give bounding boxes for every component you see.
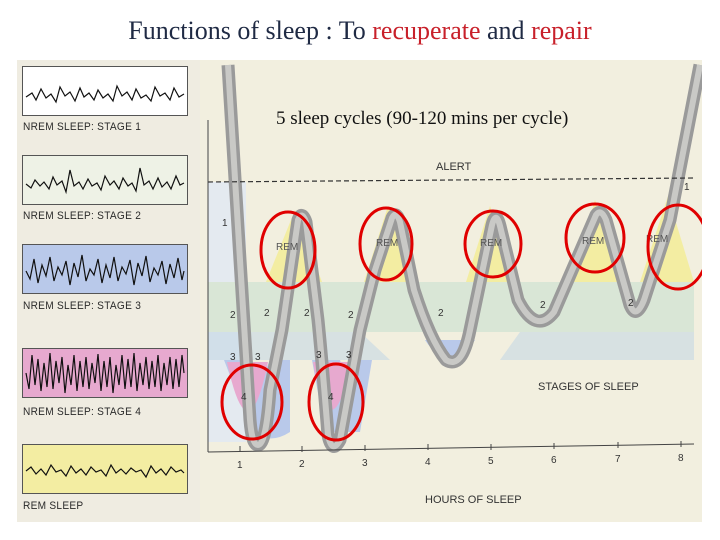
stages-of-sleep-label: STAGES OF SLEEP: [538, 381, 639, 393]
sleep-diagram-image: NREM SLEEP: STAGE 1 NREM SLEEP: STAGE 2 …: [17, 60, 702, 522]
rem-circle-2: [358, 206, 414, 282]
title-part-1: Functions of sleep : To: [128, 16, 373, 45]
rem-circle-3: [463, 209, 523, 279]
title-repair: repair: [531, 16, 592, 45]
rem-circle-4: [564, 202, 626, 274]
alert-line: [207, 177, 695, 183]
stage-num: 3: [230, 352, 236, 363]
eeg-wave-stage-3: [22, 244, 188, 294]
rem-circle-1: [259, 210, 317, 290]
rem-label-2: REM: [376, 238, 398, 249]
stage-num: 2: [230, 310, 236, 321]
rem-label-4: REM: [582, 236, 604, 247]
eeg-wave-rem: [22, 444, 188, 494]
stage-num: 2: [264, 308, 270, 319]
stage-num: 1: [222, 218, 228, 229]
stage-4-circle-2: [307, 362, 365, 442]
hour-tick-2: 2: [299, 459, 305, 470]
stage-num: 3: [316, 350, 322, 361]
hour-tick-5: 5: [488, 456, 494, 467]
eeg-label-rem: REM SLEEP: [23, 500, 84, 512]
rem-label-3: REM: [480, 238, 502, 249]
rem-label-1: REM: [276, 242, 298, 253]
hour-tick-6: 6: [551, 455, 557, 466]
hour-tick-7: 7: [615, 454, 621, 465]
stage-num: 2: [304, 308, 310, 319]
hour-tick-4: 4: [425, 457, 431, 468]
hour-tick-8: 8: [678, 453, 684, 464]
stage-num: 2: [348, 310, 354, 321]
eeg-wave-stage-4: [22, 348, 188, 398]
stage-num: 4: [241, 392, 247, 403]
alert-label: ALERT: [436, 161, 472, 173]
hour-tick-3: 3: [362, 458, 368, 469]
stage-num: 2: [540, 300, 546, 311]
eeg-wave-stage-1: [22, 66, 188, 116]
stage-num: 2: [628, 298, 634, 309]
stage-num: 3: [255, 352, 261, 363]
cycles-subtitle: 5 sleep cycles (90-120 mins per cycle): [276, 108, 569, 129]
stage-num: 4: [328, 392, 334, 403]
stage-num: 2: [438, 308, 444, 319]
slide-title: Functions of sleep : To recuperate and r…: [0, 16, 720, 46]
x-axis: [207, 443, 695, 453]
rem-circle-5: [646, 203, 702, 291]
eeg-label-stage-1: NREM SLEEP: STAGE 1: [23, 121, 142, 133]
stage-2-band: [208, 282, 694, 332]
eeg-wave-stage-2: [22, 155, 188, 205]
stage-4-circle-1: [220, 363, 284, 441]
eeg-label-stage-4: NREM SLEEP: STAGE 4: [23, 406, 142, 418]
stage-num: 3: [346, 350, 352, 361]
rem-label-5: REM: [646, 234, 668, 245]
rem-peak-4: [570, 200, 622, 282]
eeg-label-stage-2: NREM SLEEP: STAGE 2: [23, 210, 142, 222]
title-recuperate: recuperate: [372, 16, 481, 45]
title-part-3: and: [480, 16, 532, 45]
hour-tick-1: 1: [237, 460, 243, 471]
stage-num: 1: [684, 182, 690, 193]
hypnogram: ALERT REM REM REM REM REM 1 2 2 3 3 4 2 …: [200, 60, 702, 522]
eeg-label-stage-3: NREM SLEEP: STAGE 3: [23, 300, 142, 312]
hours-of-sleep-label: HOURS OF SLEEP: [425, 494, 522, 506]
